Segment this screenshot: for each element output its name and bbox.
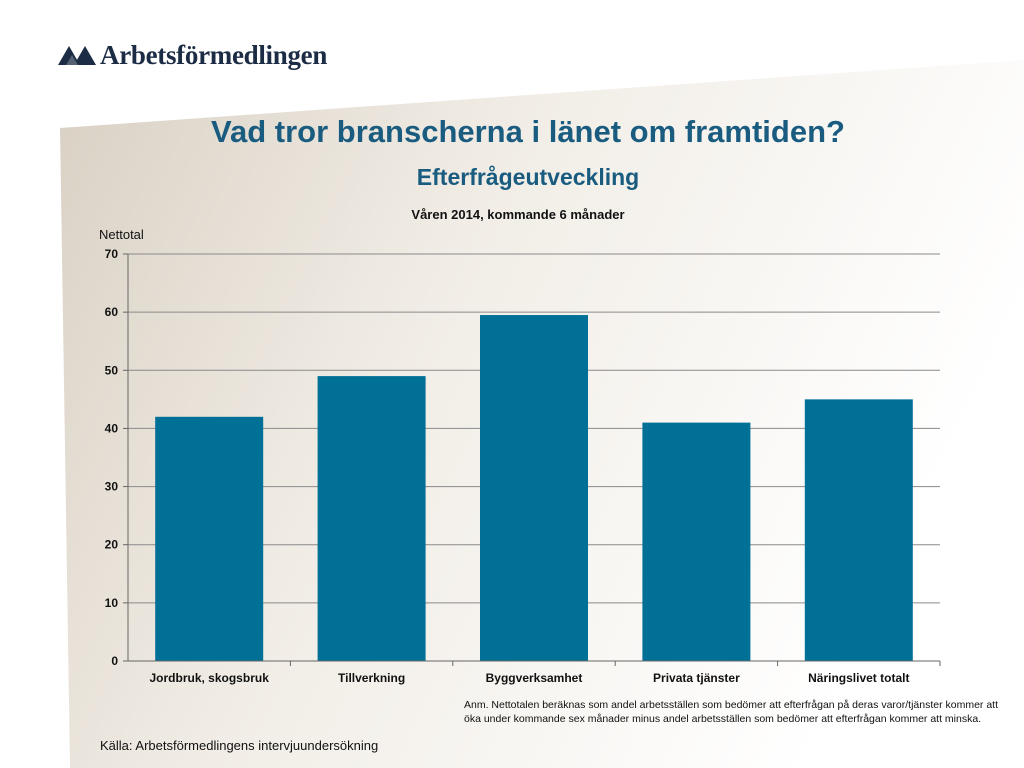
- x-tick-label: Näringslivet totalt: [808, 671, 909, 685]
- bar: [317, 376, 426, 661]
- bar: [642, 422, 751, 661]
- y-tick-label: 70: [105, 247, 119, 261]
- y-tick-label: 50: [105, 363, 119, 377]
- bar: [155, 416, 264, 661]
- page-subtitle: Efterfrågeutveckling: [416, 164, 640, 190]
- y-tick-label: 10: [105, 596, 119, 610]
- y-tick-label: 60: [105, 305, 119, 319]
- logo: Arbetsförmedlingen: [58, 38, 327, 72]
- footnote: Anm. Nettotalen beräknas som andel arbet…: [464, 699, 999, 725]
- y-tick-label: 0: [111, 654, 118, 668]
- y-tick-label: 40: [105, 421, 119, 435]
- bar: [804, 399, 913, 661]
- page-title: Vad tror branscherna i länet om framtide…: [211, 114, 845, 149]
- x-tick-label: Tillverkning: [338, 671, 405, 685]
- y-tick-label: 30: [105, 480, 119, 494]
- y-axis-label: Nettotal: [99, 227, 144, 242]
- source-note: Källa: Arbetsförmedlingens intervjuunder…: [100, 738, 379, 753]
- x-tick-label: Byggverksamhet: [486, 671, 583, 685]
- x-tick-label: Privata tjänster: [653, 671, 740, 685]
- logo-mark-icon: [58, 46, 96, 65]
- x-tick-label: Jordbruk, skogsbruk: [150, 671, 270, 685]
- logo-text: Arbetsförmedlingen: [100, 39, 328, 70]
- chart-title: Våren 2014, kommande 6 månader: [411, 207, 624, 222]
- bar: [480, 315, 588, 661]
- y-tick-label: 20: [105, 538, 119, 552]
